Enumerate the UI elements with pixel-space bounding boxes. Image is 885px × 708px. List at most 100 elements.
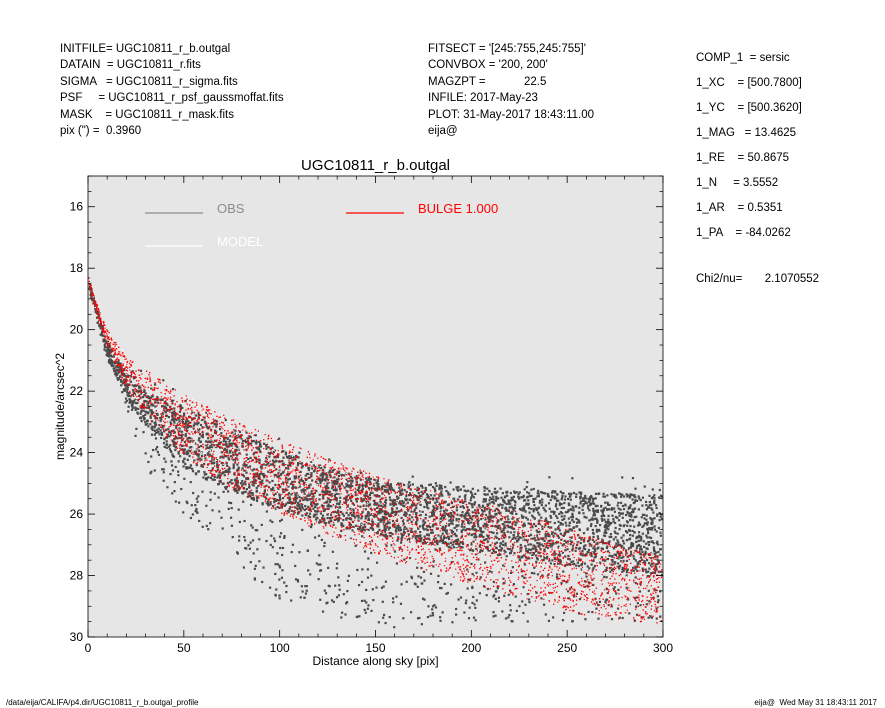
obs-point <box>153 433 156 436</box>
obs-point <box>323 521 326 525</box>
obs-point <box>562 506 565 510</box>
obs-point <box>403 558 406 561</box>
obs-point <box>278 496 282 499</box>
obs-point <box>582 499 586 502</box>
obs-point <box>184 434 187 438</box>
obs-point <box>480 531 483 534</box>
obs-point <box>322 495 325 498</box>
obs-point <box>252 496 255 499</box>
obs-point <box>160 431 163 434</box>
obs-point <box>597 528 601 532</box>
obs-point <box>396 524 399 528</box>
obs-point <box>298 507 302 510</box>
obs-point <box>115 361 119 364</box>
obs-point <box>100 331 104 334</box>
obs-point <box>397 536 400 539</box>
obs-point <box>474 606 477 609</box>
obs-point <box>311 467 314 470</box>
obs-point <box>167 428 170 431</box>
obs-point <box>234 489 237 492</box>
obs-point <box>448 493 451 496</box>
obs-point <box>346 589 349 593</box>
obs-point <box>590 496 593 499</box>
obs-point <box>314 536 317 539</box>
obs-point <box>174 500 177 503</box>
obs-point <box>544 524 547 527</box>
obs-point <box>490 531 493 534</box>
obs-point <box>497 537 501 541</box>
obs-point <box>429 483 432 486</box>
obs-point <box>528 511 531 514</box>
obs-point <box>639 583 642 586</box>
obs-point <box>546 532 550 535</box>
obs-point <box>636 535 639 538</box>
obs-point <box>285 584 288 588</box>
obs-point <box>280 576 284 579</box>
obs-point <box>640 558 644 561</box>
obs-point <box>614 553 618 557</box>
obs-point <box>349 507 352 510</box>
obs-point <box>109 358 112 361</box>
obs-point <box>260 480 263 483</box>
obs-point <box>542 603 546 606</box>
obs-point <box>543 556 546 560</box>
obs-point <box>183 440 187 444</box>
obs-point <box>635 549 638 552</box>
obs-point <box>645 558 649 562</box>
obs-point <box>303 498 306 501</box>
obs-point <box>150 404 153 407</box>
obs-point <box>171 440 175 443</box>
obs-point <box>205 504 208 507</box>
obs-point <box>189 516 193 520</box>
obs-point <box>111 364 114 368</box>
obs-point <box>584 572 588 575</box>
obs-point <box>274 483 277 487</box>
obs-point <box>340 473 343 476</box>
obs-point <box>626 524 629 527</box>
obs-point <box>181 444 184 447</box>
obs-point <box>370 574 373 577</box>
obs-point <box>626 555 629 558</box>
obs-point <box>244 483 247 486</box>
obs-point <box>163 457 166 460</box>
obs-point <box>612 538 615 541</box>
obs-point <box>361 487 364 490</box>
obs-point <box>555 514 558 517</box>
obs-point <box>496 526 500 530</box>
obs-point <box>441 539 444 542</box>
obs-point <box>647 541 650 544</box>
obs-point <box>326 485 329 488</box>
obs-point <box>421 524 424 528</box>
obs-point <box>528 534 531 538</box>
obs-point <box>477 504 481 507</box>
obs-point <box>197 445 201 449</box>
obs-point <box>454 534 457 537</box>
obs-point <box>523 554 526 557</box>
obs-point <box>524 545 527 548</box>
obs-point <box>592 507 595 510</box>
obs-point <box>585 575 588 578</box>
obs-point <box>590 554 593 558</box>
obs-point <box>638 590 642 593</box>
obs-point <box>149 396 152 399</box>
obs-point <box>445 509 448 512</box>
obs-point <box>154 448 158 451</box>
obs-point <box>197 495 200 498</box>
obs-point <box>555 575 559 579</box>
obs-point <box>630 511 634 514</box>
obs-point <box>491 516 494 519</box>
obs-point <box>267 503 270 506</box>
obs-point <box>347 574 351 577</box>
obs-point <box>553 521 556 525</box>
obs-point <box>503 594 506 597</box>
obs-point <box>540 543 543 546</box>
obs-point <box>300 506 304 509</box>
obs-point <box>315 489 318 493</box>
obs-point <box>279 532 283 535</box>
obs-point <box>181 420 185 423</box>
obs-point <box>195 497 198 500</box>
obs-point <box>192 427 195 430</box>
right-line: 1_YC = [500.3620] <box>696 102 802 114</box>
obs-point <box>182 460 185 463</box>
obs-point <box>173 441 176 444</box>
